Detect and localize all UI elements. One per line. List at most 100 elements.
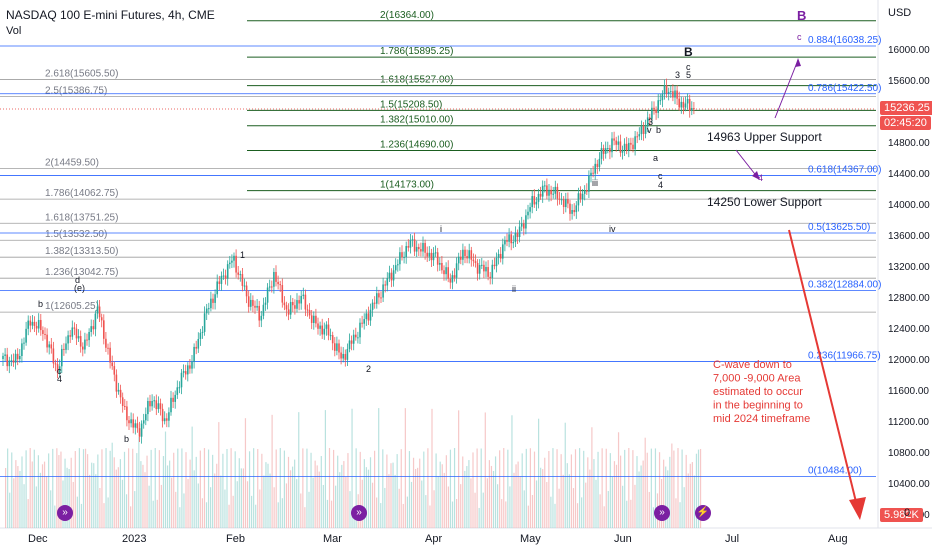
volume-bar <box>697 449 700 528</box>
candle-body <box>193 346 195 362</box>
x-tick-label: Dec <box>28 533 48 545</box>
volume-bar <box>56 448 58 528</box>
candle-body <box>300 295 302 304</box>
volume-bar <box>201 498 203 528</box>
volume-bar <box>37 455 39 528</box>
wave-label: 5 <box>686 70 691 80</box>
volume-bar <box>568 474 570 528</box>
wave-label: iii <box>592 178 598 188</box>
candle-body <box>338 343 340 353</box>
candle-body <box>390 272 393 281</box>
volume-bar <box>316 465 318 528</box>
volume-bar <box>415 468 417 528</box>
lightning-icon[interactable]: ⚡ <box>695 505 711 521</box>
candle-body <box>516 232 519 238</box>
volume-bar <box>146 455 148 528</box>
candle-body <box>35 325 38 329</box>
candle-body <box>455 263 458 278</box>
candle-body <box>115 374 118 392</box>
volume-bar <box>589 469 591 528</box>
candle-body <box>136 423 139 429</box>
volume-bar <box>564 422 566 528</box>
candle-body <box>331 335 334 344</box>
volume-bar <box>400 449 402 528</box>
volume-bar <box>587 457 589 528</box>
volume-bar <box>238 458 240 528</box>
volume-bar <box>17 466 19 528</box>
volume-bar <box>76 496 78 528</box>
volume-bar <box>505 501 507 528</box>
candle-body <box>365 313 368 320</box>
volume-bar <box>497 484 499 528</box>
volume-bar <box>341 464 343 528</box>
candle-body <box>691 108 693 111</box>
volume-bar <box>113 457 115 528</box>
volume-bar <box>689 463 691 528</box>
candle-body <box>575 205 578 213</box>
candle-body <box>208 308 210 310</box>
volume-bar <box>62 480 64 528</box>
candle-body <box>487 267 489 277</box>
volume-bar <box>560 454 562 528</box>
event-icon-1[interactable]: » <box>57 505 73 521</box>
y-tick-label: 14400.00 <box>888 169 930 180</box>
volume-bar <box>449 449 452 528</box>
volume-bar <box>554 503 556 528</box>
candle-body <box>184 371 187 375</box>
candle-body <box>210 298 212 309</box>
x-tick-label: May <box>520 533 541 545</box>
candle-body <box>472 259 475 262</box>
volume-bar <box>406 496 408 528</box>
candle-body <box>600 148 603 159</box>
candle-body <box>371 302 374 310</box>
candle-body <box>29 320 32 326</box>
volume-bar <box>425 495 427 528</box>
volume-bar <box>515 464 517 528</box>
candle-body <box>518 226 521 238</box>
volume-bar <box>581 497 583 528</box>
candle-body <box>373 302 376 304</box>
volume-bar <box>162 456 165 528</box>
candle-body <box>453 275 456 278</box>
volume-bar <box>535 480 538 528</box>
candle-body <box>441 262 443 271</box>
volume-bar <box>620 455 622 528</box>
candle-body <box>560 199 563 201</box>
volume-bar <box>21 456 23 528</box>
candle-body <box>376 293 378 304</box>
candle-body <box>468 250 470 259</box>
volume-bar <box>251 495 253 528</box>
event-icon-3[interactable]: » <box>654 505 670 521</box>
candle-body <box>174 394 176 402</box>
candle-body <box>384 284 386 286</box>
candle-body <box>352 334 355 344</box>
volume-bar <box>298 412 300 528</box>
candle-body <box>581 193 584 200</box>
event-icon-2[interactable]: » <box>351 505 367 521</box>
fib-label-gray: 2(14459.50) <box>45 157 99 168</box>
candle-body <box>573 210 575 213</box>
candle-body <box>420 249 422 252</box>
symbol-title[interactable]: NASDAQ 100 E-mini Futures, 4h, CME <box>6 8 215 22</box>
fib-label-blue: 0.618(14367.00) <box>808 165 881 176</box>
fib-label-gray: 2.5(15386.75) <box>45 86 107 97</box>
candle-body <box>504 240 506 245</box>
volume-bar <box>398 488 400 528</box>
wave-label: 1 <box>240 250 245 260</box>
volume-bar <box>302 448 304 528</box>
candle-body <box>178 387 181 389</box>
volume-bar <box>156 499 158 528</box>
volume-bar <box>5 468 7 528</box>
candle-body <box>224 275 227 279</box>
wave-label: iv <box>609 224 616 234</box>
candle-body <box>71 327 74 337</box>
volume-bar <box>134 491 136 528</box>
candle-body <box>510 234 512 244</box>
volume-bar <box>314 460 316 528</box>
candle-body <box>310 315 313 323</box>
volume-bar <box>443 472 445 528</box>
candle-body <box>61 348 63 367</box>
volume-bar <box>652 507 654 528</box>
